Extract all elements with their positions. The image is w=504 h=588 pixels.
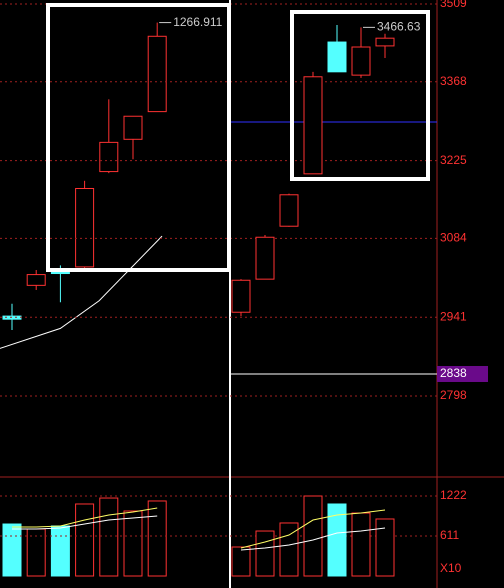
volume-ma [240,527,386,551]
volume-bar [255,530,275,577]
volume-ma [12,507,158,528]
candle-body [351,46,371,76]
volume-bar [123,510,143,577]
y-tick-label: 3084 [440,231,467,245]
candle-body [255,236,275,280]
volume-bar [375,518,395,577]
volume-bar [303,495,323,577]
y-tick-label: 2941 [440,309,467,323]
candle-body [375,37,395,47]
price-tag-label: 2838 [440,366,467,380]
volume-bar [351,512,371,577]
candle-body [99,141,119,173]
candle-body [147,35,167,113]
candle-body [75,187,95,268]
candle-body [26,274,46,286]
candle-body [279,194,299,227]
peak-label: 3466.63 [377,20,421,34]
volume-ma [240,509,386,549]
y-tick-label: 611 [440,528,459,542]
candle-body [303,76,323,175]
highlight-box [290,10,430,181]
y-tick-label: 3509 [440,0,467,10]
volume-ma [12,515,158,530]
volume-bar [147,500,167,577]
peak-label: 1266.911 [173,15,222,29]
y-tick-label: 2798 [440,388,467,402]
y-tick-label: 1222 [440,488,467,502]
price-tag [437,365,488,382]
volume-bar [99,497,119,577]
candle-body [231,279,251,313]
candle-body [327,41,347,73]
volume-bar [75,503,95,577]
volume-bar [231,546,251,577]
y-tick-label: 3225 [440,153,467,167]
highlight-box [46,3,231,272]
volume-bar [50,525,70,577]
candle-body [123,115,143,140]
volume-bar [2,523,22,577]
unit-label: X10 [440,561,462,575]
volume-bar [327,503,347,577]
y-tick-label: 3368 [440,74,467,88]
